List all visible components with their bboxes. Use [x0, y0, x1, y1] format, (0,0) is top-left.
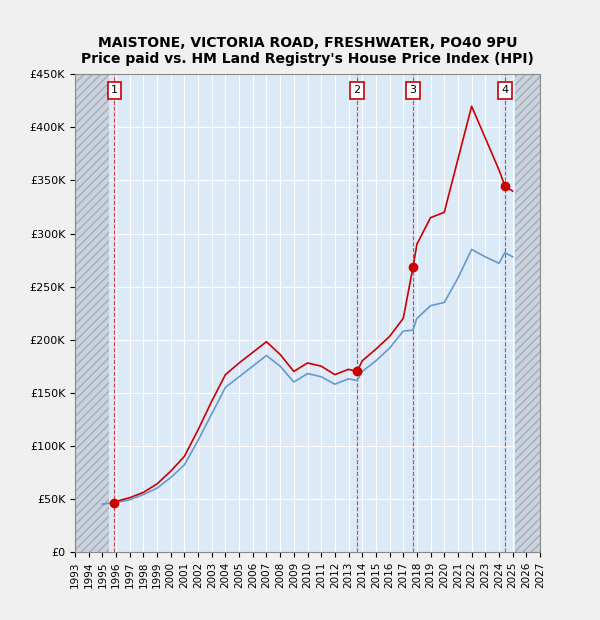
- MAISTONE, VICTORIA ROAD, FRESHWATER, PO40 9PU (semi-detached house): [304, 359, 311, 366]
- HPI: Average price, semi-detached house, Isle of Wight: (2e+03, 1.05e+05): Average price, semi-detached house, Isle…: [194, 436, 202, 444]
- MAISTONE, VICTORIA ROAD, FRESHWATER, PO40 9PU (semi-detached house): [353, 368, 361, 375]
- MAISTONE, VICTORIA ROAD, FRESHWATER, PO40 9PU (semi-detached house): [440, 208, 448, 216]
- HPI: Average price, semi-detached house, Isle of Wight: (2e+03, 1.3e+05): Average price, semi-detached house, Isle…: [208, 410, 215, 418]
- MAISTONE, VICTORIA ROAD, FRESHWATER, PO40 9PU (semi-detached house): [167, 467, 175, 475]
- HPI: Average price, semi-detached house, Isle of Wight: (2e+03, 1.55e+05): Average price, semi-detached house, Isle…: [222, 384, 229, 391]
- MAISTONE, VICTORIA ROAD, FRESHWATER, PO40 9PU (semi-detached house): [112, 498, 119, 505]
- HPI: Average price, semi-detached house, Isle of Wight: (2e+03, 5.4e+04): Average price, semi-detached house, Isle…: [140, 491, 147, 498]
- HPI: Average price, semi-detached house, Isle of Wight: (2.02e+03, 2.78e+05): Average price, semi-detached house, Isle…: [482, 253, 489, 260]
- MAISTONE, VICTORIA ROAD, FRESHWATER, PO40 9PU (semi-detached house): [359, 357, 366, 365]
- MAISTONE, VICTORIA ROAD, FRESHWATER, PO40 9PU (semi-detached house): [501, 182, 508, 190]
- MAISTONE, VICTORIA ROAD, FRESHWATER, PO40 9PU (semi-detached house): [317, 363, 325, 370]
- Line: HPI: Average price, semi-detached house, Isle of Wight: HPI: Average price, semi-detached house,…: [103, 249, 512, 504]
- MAISTONE, VICTORIA ROAD, FRESHWATER, PO40 9PU (semi-detached house): [126, 494, 133, 502]
- MAISTONE, VICTORIA ROAD, FRESHWATER, PO40 9PU (semi-detached house): [496, 166, 503, 174]
- HPI: Average price, semi-detached house, Isle of Wight: (2.02e+03, 2.32e+05): Average price, semi-detached house, Isle…: [427, 302, 434, 309]
- MAISTONE, VICTORIA ROAD, FRESHWATER, PO40 9PU (semi-detached house): [277, 351, 284, 358]
- HPI: Average price, semi-detached house, Isle of Wight: (2.01e+03, 1.68e+05): Average price, semi-detached house, Isle…: [304, 370, 311, 378]
- HPI: Average price, semi-detached house, Isle of Wight: (2.02e+03, 2.35e+05): Average price, semi-detached house, Isle…: [440, 299, 448, 306]
- HPI: Average price, semi-detached house, Isle of Wight: (2.02e+03, 2.58e+05): Average price, semi-detached house, Isle…: [454, 275, 461, 282]
- MAISTONE, VICTORIA ROAD, FRESHWATER, PO40 9PU (semi-detached house): [372, 345, 379, 353]
- Text: 3: 3: [409, 86, 416, 95]
- HPI: Average price, semi-detached house, Isle of Wight: (2.01e+03, 1.85e+05): Average price, semi-detached house, Isle…: [263, 352, 270, 359]
- Title: MAISTONE, VICTORIA ROAD, FRESHWATER, PO40 9PU
Price paid vs. HM Land Registry's : MAISTONE, VICTORIA ROAD, FRESHWATER, PO4…: [81, 36, 534, 66]
- MAISTONE, VICTORIA ROAD, FRESHWATER, PO40 9PU (semi-detached house): [482, 135, 489, 142]
- HPI: Average price, semi-detached house, Isle of Wight: (2.02e+03, 2.82e+05): Average price, semi-detached house, Isle…: [501, 249, 508, 256]
- MAISTONE, VICTORIA ROAD, FRESHWATER, PO40 9PU (semi-detached house): [111, 499, 118, 507]
- MAISTONE, VICTORIA ROAD, FRESHWATER, PO40 9PU (semi-detached house): [194, 426, 202, 433]
- HPI: Average price, semi-detached house, Isle of Wight: (2.01e+03, 1.7e+05): Average price, semi-detached house, Isle…: [359, 368, 366, 375]
- HPI: Average price, semi-detached house, Isle of Wight: (2e+03, 6e+04): Average price, semi-detached house, Isle…: [154, 484, 161, 492]
- MAISTONE, VICTORIA ROAD, FRESHWATER, PO40 9PU (semi-detached house): [468, 102, 475, 110]
- MAISTONE, VICTORIA ROAD, FRESHWATER, PO40 9PU (semi-detached house): [427, 214, 434, 221]
- MAISTONE, VICTORIA ROAD, FRESHWATER, PO40 9PU (semi-detached house): [140, 489, 147, 496]
- MAISTONE, VICTORIA ROAD, FRESHWATER, PO40 9PU (semi-detached house): [290, 368, 298, 375]
- MAISTONE, VICTORIA ROAD, FRESHWATER, PO40 9PU (semi-detached house): [263, 338, 270, 345]
- Text: 4: 4: [501, 86, 508, 95]
- MAISTONE, VICTORIA ROAD, FRESHWATER, PO40 9PU (semi-detached house): [222, 371, 229, 378]
- HPI: Average price, semi-detached house, Isle of Wight: (2.02e+03, 2.85e+05): Average price, semi-detached house, Isle…: [468, 246, 475, 253]
- Line: MAISTONE, VICTORIA ROAD, FRESHWATER, PO40 9PU (semi-detached house): MAISTONE, VICTORIA ROAD, FRESHWATER, PO4…: [115, 106, 512, 503]
- MAISTONE, VICTORIA ROAD, FRESHWATER, PO40 9PU (semi-detached house): [154, 480, 161, 487]
- MAISTONE, VICTORIA ROAD, FRESHWATER, PO40 9PU (semi-detached house): [400, 315, 407, 322]
- MAISTONE, VICTORIA ROAD, FRESHWATER, PO40 9PU (semi-detached house): [249, 348, 256, 356]
- MAISTONE, VICTORIA ROAD, FRESHWATER, PO40 9PU (semi-detached house): [331, 371, 338, 378]
- HPI: Average price, semi-detached house, Isle of Wight: (2e+03, 4.9e+04): Average price, semi-detached house, Isle…: [126, 496, 133, 503]
- HPI: Average price, semi-detached house, Isle of Wight: (2.02e+03, 1.92e+05): Average price, semi-detached house, Isle…: [386, 344, 393, 352]
- HPI: Average price, semi-detached house, Isle of Wight: (2.01e+03, 1.58e+05): Average price, semi-detached house, Isle…: [331, 381, 338, 388]
- MAISTONE, VICTORIA ROAD, FRESHWATER, PO40 9PU (semi-detached house): [236, 359, 243, 366]
- Bar: [75, 74, 109, 552]
- MAISTONE, VICTORIA ROAD, FRESHWATER, PO40 9PU (semi-detached house): [208, 397, 215, 405]
- MAISTONE, VICTORIA ROAD, FRESHWATER, PO40 9PU (semi-detached house): [413, 241, 421, 248]
- HPI: Average price, semi-detached house, Isle of Wight: (2.02e+03, 2.78e+05): Average price, semi-detached house, Isle…: [509, 253, 516, 260]
- HPI: Average price, semi-detached house, Isle of Wight: (2.02e+03, 2.72e+05): Average price, semi-detached house, Isle…: [496, 260, 503, 267]
- HPI: Average price, semi-detached house, Isle of Wight: (2.02e+03, 2.2e+05): Average price, semi-detached house, Isle…: [413, 315, 421, 322]
- HPI: Average price, semi-detached house, Isle of Wight: (2.01e+03, 1.6e+05): Average price, semi-detached house, Isle…: [290, 378, 298, 386]
- Bar: [515, 74, 540, 552]
- Text: 2: 2: [353, 86, 361, 95]
- MAISTONE, VICTORIA ROAD, FRESHWATER, PO40 9PU (semi-detached house): [509, 187, 516, 195]
- MAISTONE, VICTORIA ROAD, FRESHWATER, PO40 9PU (semi-detached house): [345, 366, 352, 373]
- HPI: Average price, semi-detached house, Isle of Wight: (2.01e+03, 1.75e+05): Average price, semi-detached house, Isle…: [249, 363, 256, 370]
- HPI: Average price, semi-detached house, Isle of Wight: (2.02e+03, 2.08e+05): Average price, semi-detached house, Isle…: [400, 327, 407, 335]
- Text: 1: 1: [111, 86, 118, 95]
- HPI: Average price, semi-detached house, Isle of Wight: (2.01e+03, 1.63e+05): Average price, semi-detached house, Isle…: [345, 375, 352, 383]
- HPI: Average price, semi-detached house, Isle of Wight: (2.02e+03, 2.09e+05): Average price, semi-detached house, Isle…: [409, 326, 416, 334]
- HPI: Average price, semi-detached house, Isle of Wight: (2e+03, 4.65e+04): Average price, semi-detached house, Isle…: [112, 498, 119, 506]
- HPI: Average price, semi-detached house, Isle of Wight: (2.02e+03, 1.8e+05): Average price, semi-detached house, Isle…: [372, 357, 379, 365]
- MAISTONE, VICTORIA ROAD, FRESHWATER, PO40 9PU (semi-detached house): [386, 333, 393, 340]
- HPI: Average price, semi-detached house, Isle of Wight: (2e+03, 4.5e+04): Average price, semi-detached house, Isle…: [99, 500, 106, 508]
- HPI: Average price, semi-detached house, Isle of Wight: (2e+03, 1.65e+05): Average price, semi-detached house, Isle…: [236, 373, 243, 381]
- MAISTONE, VICTORIA ROAD, FRESHWATER, PO40 9PU (semi-detached house): [409, 264, 416, 271]
- HPI: Average price, semi-detached house, Isle of Wight: (2.01e+03, 1.62e+05): Average price, semi-detached house, Isle…: [353, 377, 361, 384]
- HPI: Average price, semi-detached house, Isle of Wight: (2e+03, 7e+04): Average price, semi-detached house, Isle…: [167, 474, 175, 481]
- MAISTONE, VICTORIA ROAD, FRESHWATER, PO40 9PU (semi-detached house): [454, 156, 461, 163]
- HPI: Average price, semi-detached house, Isle of Wight: (2.01e+03, 1.65e+05): Average price, semi-detached house, Isle…: [317, 373, 325, 381]
- HPI: Average price, semi-detached house, Isle of Wight: (2e+03, 8.2e+04): Average price, semi-detached house, Isle…: [181, 461, 188, 469]
- HPI: Average price, semi-detached house, Isle of Wight: (2.01e+03, 1.75e+05): Average price, semi-detached house, Isle…: [277, 363, 284, 370]
- MAISTONE, VICTORIA ROAD, FRESHWATER, PO40 9PU (semi-detached house): [181, 453, 188, 460]
